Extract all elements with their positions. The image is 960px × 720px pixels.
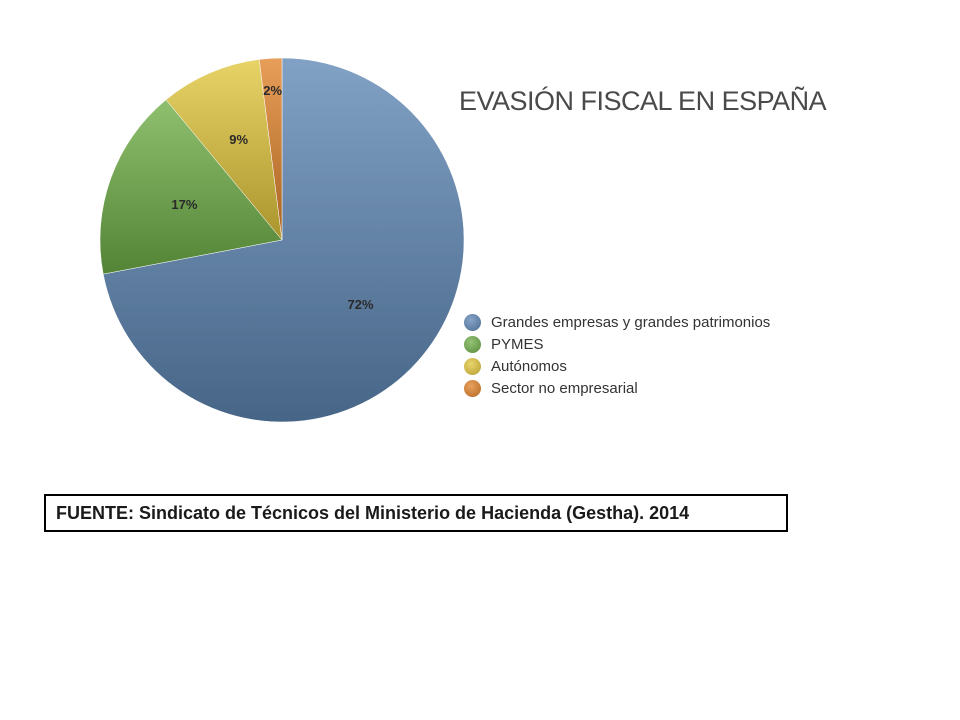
legend-item-1: Grandes empresas y grandes patrimonios xyxy=(464,311,770,333)
pie-slice-2 xyxy=(99,99,283,275)
legend-label: Grandes empresas y grandes patrimonios xyxy=(491,313,771,331)
legend-swatch xyxy=(464,335,481,353)
slice-label-3: 9% xyxy=(229,132,248,147)
chart-legend: Grandes empresas y grandes patrimonios PY… xyxy=(464,311,770,399)
pie-slices xyxy=(99,57,465,423)
pie-slice-3 xyxy=(165,59,283,241)
legend-item-4: Sector no empresarial xyxy=(464,377,770,399)
slice-label-4: 2% xyxy=(263,83,282,98)
pie-slice-1 xyxy=(102,57,465,423)
legend-label: Sector no empresarial xyxy=(491,379,638,397)
legend-swatch xyxy=(464,379,481,397)
legend-label: Autónomos xyxy=(491,357,567,375)
legend-swatch xyxy=(464,313,481,331)
legend-label: PYMES xyxy=(491,335,544,353)
slice-label-1: 72% xyxy=(348,297,374,312)
legend-item-3: Autónomos xyxy=(464,355,770,377)
legend-swatch xyxy=(464,357,481,375)
legend-item-2: PYMES xyxy=(464,333,770,355)
chart-title: EVASIÓN FISCAL EN ESPAÑA xyxy=(459,86,827,116)
slice-label-2: 17% xyxy=(171,197,197,212)
pie-slice-4 xyxy=(258,57,283,241)
source-citation: FUENTE: Sindicato de Técnicos del Minist… xyxy=(44,494,788,532)
pie-labels: 72% 17% 9% 2% xyxy=(171,83,374,312)
source-text: FUENTE: Sindicato de Técnicos del Minist… xyxy=(56,502,690,523)
